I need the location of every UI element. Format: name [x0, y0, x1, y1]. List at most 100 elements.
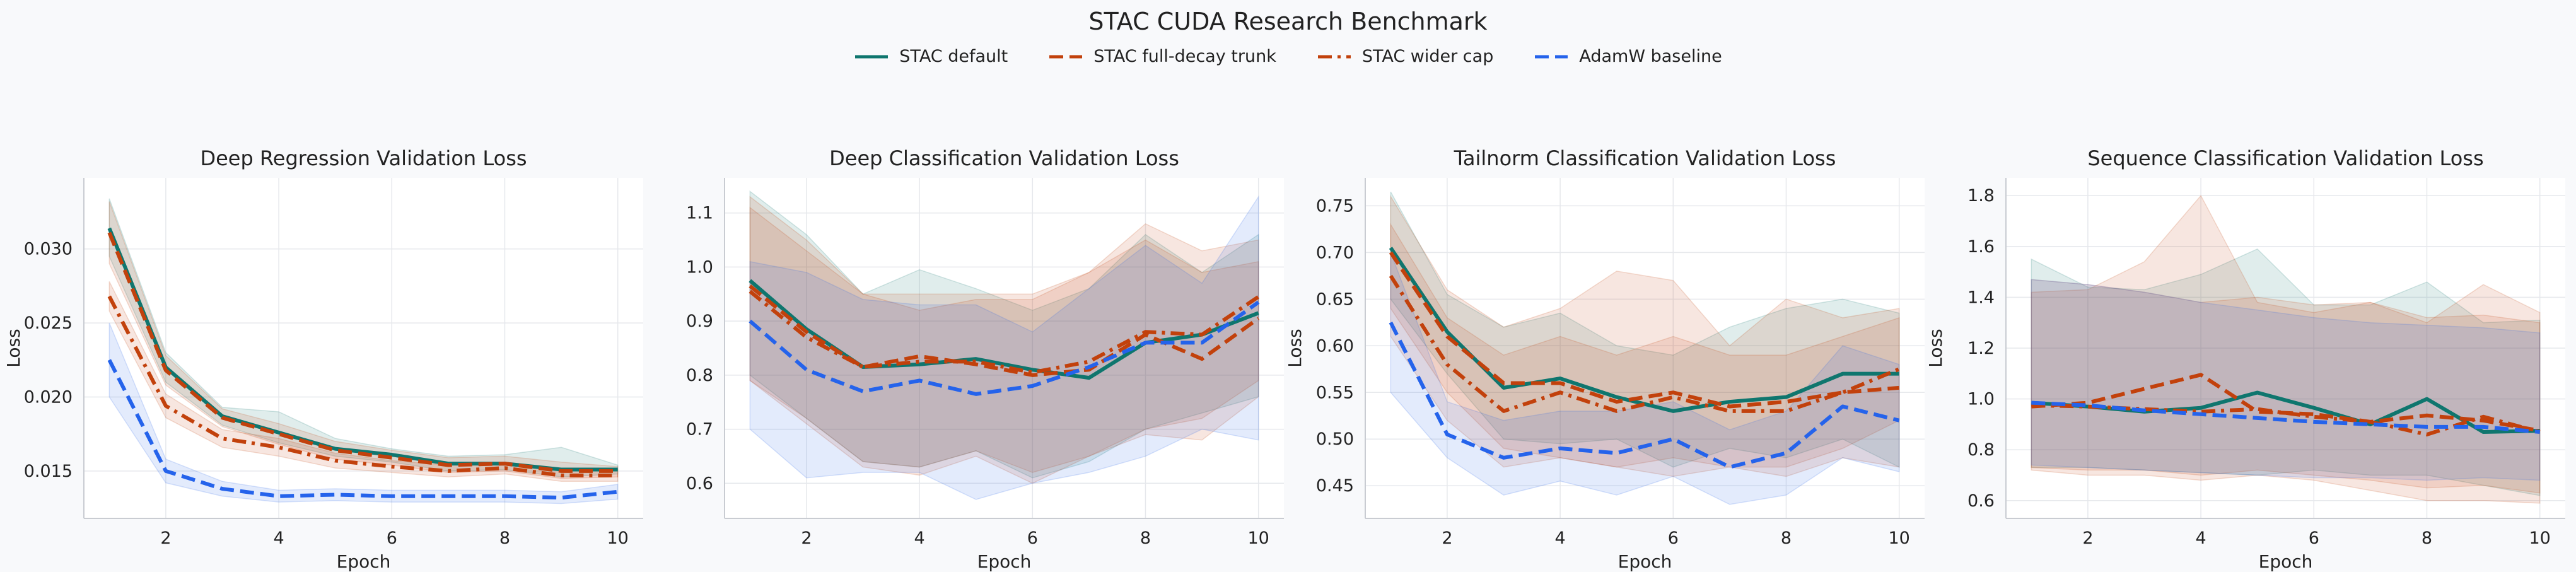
y-axis-label: Loss: [3, 329, 24, 367]
x-tick-label: 6: [1027, 528, 1038, 548]
y-tick-label: 0.015: [24, 462, 73, 481]
y-tick-label: 0.75: [1316, 196, 1354, 216]
series-line: [1389, 321, 1900, 469]
y-tick-label: 0.50: [1316, 429, 1354, 449]
x-tick-label: 6: [387, 528, 397, 548]
series-band: [108, 322, 619, 505]
x-tick-label: 2: [1442, 528, 1452, 548]
x-tick-label: 4: [2196, 528, 2206, 548]
y-tick-label: 1.1: [686, 204, 713, 223]
panel-title: Tailnorm Classification Validation Loss: [1454, 146, 1836, 170]
x-tick-label: 4: [1555, 528, 1566, 548]
panel-title: Sequence Classification Validation Loss: [2087, 146, 2483, 170]
x-tick-label: 10: [1248, 528, 1269, 548]
figure-title: STAC CUDA Research Benchmark: [1088, 8, 1488, 35]
y-tick-label: 0.7: [686, 420, 713, 440]
legend-label: STAC default: [899, 47, 1008, 66]
legend-item: STAC wider cap: [1317, 47, 1494, 66]
legend: STAC default STAC full-decay trunk STAC wi…: [0, 47, 2576, 66]
x-tick-label: 2: [2082, 528, 2093, 548]
y-tick-label: 1.0: [686, 257, 713, 277]
series-band: [749, 190, 1259, 479]
legend-item: STAC full-decay trunk: [1048, 47, 1276, 66]
x-tick-label: 10: [2529, 528, 2551, 548]
series-line: [1389, 247, 1899, 413]
series-band: [2031, 248, 2541, 496]
x-axis-label: Epoch: [977, 551, 1032, 572]
series-band: [749, 196, 1259, 484]
series-band: [1390, 252, 1900, 505]
panel-title: Deep Classification Validation Loss: [829, 146, 1179, 170]
x-tick-label: 10: [607, 528, 629, 548]
series-band: [2031, 194, 2541, 504]
series-band: [749, 206, 1259, 473]
y-tick-label: 1.8: [1967, 186, 1995, 206]
plot-area: [725, 178, 1284, 518]
y-tick-label: 0.8: [1967, 440, 1995, 460]
series-band: [108, 281, 619, 482]
series-line: [1389, 251, 1899, 409]
series-line: [2031, 400, 2540, 434]
y-tick-label: 0.9: [686, 312, 713, 331]
plot-area: [1365, 178, 1925, 518]
y-tick-label: 0.45: [1316, 476, 1354, 496]
y-tick-label: 0.65: [1316, 289, 1354, 309]
series-line: [107, 231, 618, 473]
x-tick-label: 8: [499, 528, 510, 548]
legend-swatch: [855, 55, 889, 58]
y-tick-label: 0.55: [1316, 383, 1354, 402]
x-axis-label: Epoch: [337, 551, 391, 572]
y-tick-label: 0.70: [1316, 243, 1354, 262]
x-axis-label: Epoch: [1618, 551, 1672, 572]
x-tick-label: 10: [1889, 528, 1910, 548]
y-tick-label: 0.020: [24, 387, 73, 407]
x-tick-label: 2: [801, 528, 812, 548]
series-line: [749, 284, 1260, 377]
y-tick-label: 1.2: [1967, 339, 1995, 358]
series-line: [2031, 373, 2541, 433]
x-tick-label: 8: [2422, 528, 2432, 548]
x-tick-label: 4: [914, 528, 925, 548]
x-tick-label: 8: [1140, 528, 1151, 548]
y-tick-label: 0.030: [24, 240, 73, 259]
series-band: [1390, 194, 1900, 477]
series-band: [749, 195, 1259, 500]
y-tick-label: 0.025: [24, 313, 73, 333]
legend-item: STAC default: [854, 47, 1008, 66]
x-tick-label: 6: [1668, 528, 1679, 548]
y-tick-label: 1.6: [1967, 237, 1995, 257]
y-axis-label: Loss: [1285, 329, 1305, 367]
y-axis-label: Loss: [1925, 329, 1946, 367]
x-tick-label: 6: [2309, 528, 2319, 548]
plot-area: [84, 178, 643, 518]
series-band: [2031, 279, 2541, 494]
x-tick-label: 2: [160, 528, 171, 548]
legend-swatch: [1535, 55, 1568, 58]
x-axis-label: Epoch: [2259, 551, 2313, 572]
y-tick-label: 1.4: [1967, 288, 1995, 307]
x-tick-label: 8: [1781, 528, 1792, 548]
series-line: [107, 295, 618, 477]
legend-item: AdamW baseline: [1534, 47, 1722, 66]
legend-label: STAC full-decay trunk: [1093, 47, 1276, 66]
legend-swatch: [1317, 55, 1351, 58]
series-band: [2031, 279, 2541, 481]
y-tick-label: 0.6: [1967, 491, 1995, 511]
panel-title: Deep Regression Validation Loss: [200, 146, 527, 170]
series-line: [749, 289, 1260, 375]
legend-swatch: [1049, 55, 1083, 58]
y-tick-label: 1.0: [1967, 390, 1995, 409]
series-line: [107, 359, 618, 500]
legend-label: STAC wider cap: [1361, 47, 1494, 66]
y-tick-label: 0.6: [686, 474, 713, 493]
y-tick-label: 0.60: [1316, 336, 1354, 356]
x-tick-label: 4: [274, 528, 284, 548]
legend-label: AdamW baseline: [1579, 47, 1722, 66]
y-tick-label: 0.8: [686, 366, 713, 385]
series-line: [749, 300, 1260, 396]
